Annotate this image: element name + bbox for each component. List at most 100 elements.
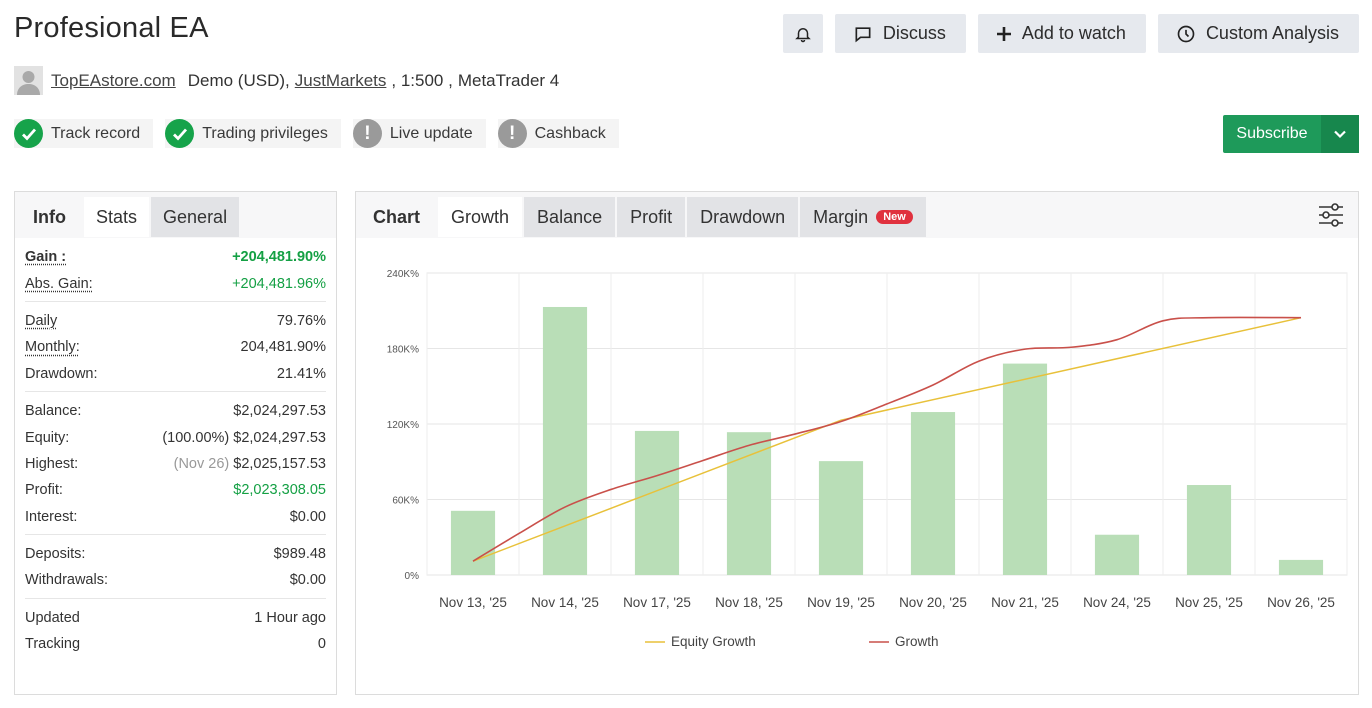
- subscribe-label: Subscribe: [1236, 125, 1308, 142]
- stat-value: 1 Hour ago: [254, 609, 326, 626]
- stat-value: $2,025,157.53: [233, 455, 326, 472]
- legend-label: Equity Growth: [671, 634, 756, 649]
- stat-balance: Balance: $2,024,297.53: [25, 398, 326, 424]
- avatar[interactable]: [14, 66, 43, 95]
- plus-icon: [996, 26, 1011, 41]
- stat-equity: Equity: (100.00%) $2,024,297.53: [25, 424, 326, 450]
- stat-label: Interest:: [25, 508, 78, 525]
- stats-list: Gain : +204,481.90% Abs. Gain: +204,481.96…: [15, 238, 336, 661]
- x-tick-label: Nov 21, '25: [991, 595, 1059, 610]
- stat-label: Profit:: [25, 482, 63, 499]
- stat-tracking: Tracking 0: [25, 631, 326, 657]
- bar: [450, 510, 496, 575]
- bar: [1186, 485, 1232, 575]
- chart-settings-button[interactable]: [1318, 202, 1344, 233]
- chart-tabs: Chart Growth Balance Profit Drawdown Mar…: [356, 192, 1358, 238]
- stat-profit: Profit: $2,023,308.05: [25, 477, 326, 503]
- tab-chart[interactable]: Chart: [373, 206, 421, 227]
- tab-stats[interactable]: Stats: [84, 197, 150, 237]
- x-tick-label: Nov 17, '25: [623, 595, 691, 610]
- stat-value: 79.76%: [276, 312, 326, 329]
- stat-value: $989.48: [273, 546, 326, 563]
- x-tick-label: Nov 18, '25: [715, 595, 783, 610]
- tab-info[interactable]: Info: [33, 206, 66, 227]
- stat-label[interactable]: Gain :: [25, 249, 67, 266]
- subscribe-dropdown[interactable]: [1321, 115, 1359, 153]
- stat-label: Equity:: [25, 429, 70, 446]
- stat-label: Tracking: [25, 636, 81, 653]
- bar: [1278, 559, 1324, 575]
- tab-margin-label: Margin: [813, 206, 869, 227]
- stat-label[interactable]: Abs. Gain:: [25, 275, 93, 292]
- stat-updated: Updated 1 Hour ago: [25, 605, 326, 631]
- discuss-button[interactable]: Discuss: [834, 14, 966, 53]
- stat-label: Withdrawals:: [25, 572, 108, 589]
- tab-growth[interactable]: Growth: [438, 197, 523, 237]
- badge-label: Trading privileges: [202, 124, 328, 142]
- tab-general[interactable]: General: [151, 197, 240, 237]
- chart-panel: Chart Growth Balance Profit Drawdown Mar…: [355, 191, 1359, 695]
- verification-badges: Track record Trading privileges ! Live u…: [14, 119, 619, 148]
- stat-value: 204,481.90%: [240, 339, 326, 356]
- author-link[interactable]: TopEAstore.com: [51, 70, 176, 90]
- tab-profit[interactable]: Profit: [617, 197, 686, 237]
- equity-growth-line: [472, 316, 1302, 562]
- bell-icon: [795, 27, 811, 42]
- stat-daily: Daily 79.76%: [25, 308, 326, 334]
- stat-monthly: Monthly: 204,481.90%: [25, 334, 326, 360]
- stat-label[interactable]: Monthly:: [25, 339, 80, 356]
- stat-highest: Highest: (Nov 26) $2,025,157.53: [25, 451, 326, 477]
- add-to-watch-button[interactable]: Add to watch: [977, 14, 1146, 53]
- account-type: Demo (USD),: [187, 70, 290, 90]
- y-tick-label: 60K%: [392, 496, 419, 507]
- stat-value-group: (Nov 26) $2,025,157.53: [174, 456, 326, 472]
- stat-label: Drawdown:: [25, 365, 98, 382]
- stat-label: Balance:: [25, 403, 82, 420]
- stat-value: $2,024,297.53: [233, 429, 326, 446]
- badge-label: Cashback: [534, 124, 606, 142]
- check-icon: [14, 119, 43, 148]
- stat-value: $2,024,297.53: [233, 403, 326, 420]
- stat-value: $0.00: [289, 572, 326, 589]
- badge-label: Live update: [389, 124, 473, 142]
- tab-margin[interactable]: Margin New: [800, 197, 926, 237]
- leverage: , 1:500 ,: [391, 70, 453, 90]
- notification-button[interactable]: [782, 14, 823, 53]
- custom-analysis-button[interactable]: Custom Analysis: [1157, 14, 1359, 53]
- broker-link[interactable]: JustMarkets: [294, 70, 387, 90]
- account-info: TopEAstore.com Demo (USD), JustMarkets ,…: [14, 66, 559, 95]
- exclamation-icon: !: [497, 119, 527, 148]
- x-tick-label: Nov 20, '25: [899, 595, 967, 610]
- stat-value: $2,023,308.05: [233, 482, 326, 499]
- stat-value: +204,481.90%: [232, 249, 326, 266]
- growth-chart: 0% 60K% 120K% 180K% 240K% Nov 13, '25 Nov 14, …: [387, 269, 1348, 649]
- add-to-watch-label: Add to watch: [1021, 23, 1126, 43]
- header-actions: Discuss Add to watch Custom Analysis: [782, 14, 1359, 53]
- stat-label: Highest:: [25, 455, 79, 472]
- stats-group-deposits: Deposits: $989.48 Withdrawals: $0.00: [25, 535, 326, 599]
- tab-balance[interactable]: Balance: [524, 197, 616, 237]
- check-icon: [165, 119, 195, 148]
- tab-drawdown[interactable]: Drawdown: [687, 197, 799, 237]
- stats-group-rates: Daily 79.76% Monthly: 204,481.90% Drawdown…: [25, 302, 326, 392]
- bar: [1094, 534, 1140, 575]
- stat-label: Deposits:: [25, 546, 86, 563]
- user-icon: [17, 71, 40, 95]
- custom-analysis-label: Custom Analysis: [1205, 23, 1339, 43]
- bar: [542, 306, 588, 575]
- subscribe-button[interactable]: Subscribe: [1223, 115, 1359, 153]
- x-tick-label: Nov 26, '25: [1267, 595, 1335, 610]
- stats-group-balance: Balance: $2,024,297.53 Equity: (100.00%) $…: [25, 392, 326, 535]
- stats-tabs: Info Stats General: [15, 192, 336, 238]
- y-tick-label: 180K%: [387, 345, 419, 356]
- y-tick-label: 0%: [405, 571, 420, 582]
- stat-drawdown: Drawdown: 21.41%: [25, 361, 326, 387]
- stat-label[interactable]: Daily: [25, 312, 58, 329]
- stat-value: 21.41%: [276, 365, 326, 382]
- stat-value: 0: [317, 636, 326, 653]
- stats-group-gain: Gain : +204,481.90% Abs. Gain: +204,481.96…: [25, 238, 326, 302]
- stat-withdrawals: Withdrawals: $0.00: [25, 567, 326, 593]
- x-tick-label: Nov 19, '25: [807, 595, 875, 610]
- stat-value-group: (100.00%) $2,024,297.53: [162, 430, 326, 446]
- y-tick-label: 240K%: [387, 269, 419, 280]
